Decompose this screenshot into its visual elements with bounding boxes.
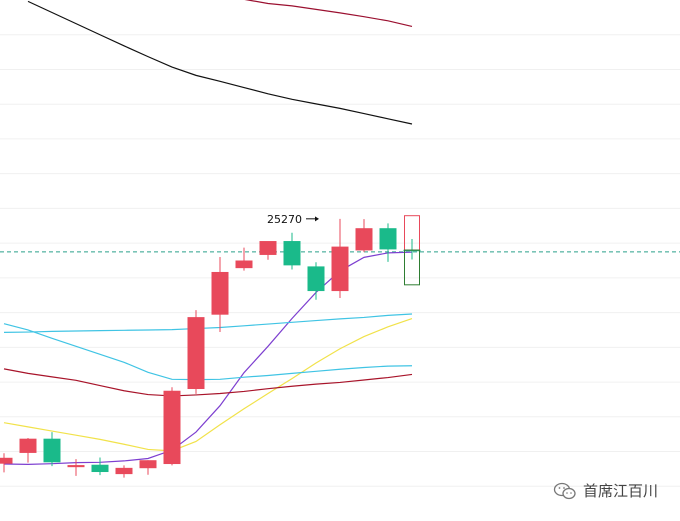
candle-body [307, 266, 325, 292]
candle-body [355, 228, 373, 251]
wechat-icon [553, 482, 576, 499]
candle-body [379, 228, 397, 250]
moving-average-line [3, 313, 413, 333]
projection-down-box [404, 249, 420, 286]
max-price-arrow-head [315, 216, 319, 222]
candle-body [331, 246, 349, 292]
candle-body [235, 260, 253, 269]
candle-body [115, 467, 133, 475]
candle-body [163, 390, 181, 465]
candle-body [139, 460, 157, 469]
moving-average-line [27, 0, 413, 125]
candle-body [43, 438, 61, 463]
max-price-label: 25270 [267, 213, 302, 226]
candle-body [19, 438, 37, 453]
moving-average-line [3, 323, 413, 381]
moving-average-line [3, 368, 413, 397]
candle-body [0, 457, 13, 464]
candle-body [67, 465, 85, 468]
candle-body [283, 241, 301, 266]
candle-body [211, 271, 229, 315]
watermark-text: 首席江百川 [582, 482, 658, 500]
moving-average-line [3, 317, 413, 452]
watermark: 首席江百川 [553, 480, 658, 501]
candle-body [259, 241, 277, 255]
candle-body [187, 317, 205, 390]
moving-average-line [244, 0, 413, 27]
candle-body [91, 464, 109, 473]
